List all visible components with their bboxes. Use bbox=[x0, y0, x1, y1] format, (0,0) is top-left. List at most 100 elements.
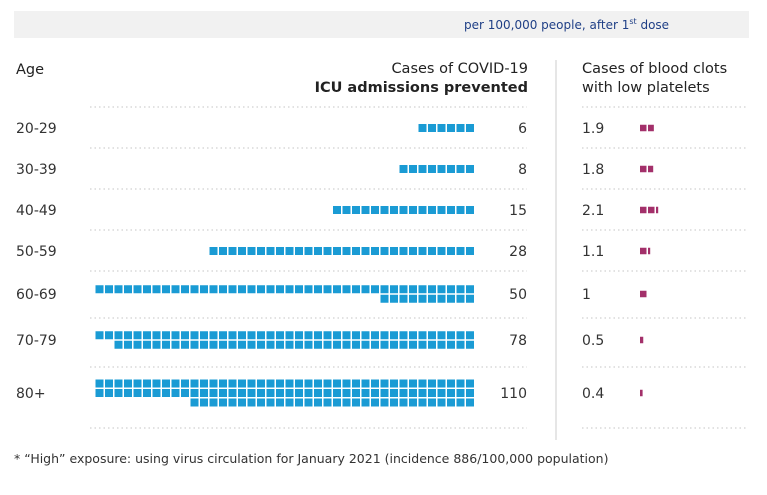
icu-case-square bbox=[323, 331, 332, 340]
icu-case-square bbox=[285, 340, 294, 349]
icu-case-square bbox=[409, 331, 417, 340]
icu-case-square bbox=[399, 398, 408, 407]
icu-case-square bbox=[447, 165, 455, 173]
icu-case-square bbox=[428, 379, 436, 388]
icu-case-square bbox=[285, 379, 294, 388]
icu-case-square bbox=[380, 340, 389, 349]
icu-case-square bbox=[124, 389, 132, 397]
icu-case-square bbox=[342, 379, 351, 388]
icu-case-square bbox=[361, 331, 370, 340]
icu-case-square bbox=[437, 206, 446, 214]
icu-case-square bbox=[456, 340, 465, 349]
icu-case-square bbox=[342, 398, 351, 407]
icu-case-square bbox=[352, 340, 360, 349]
icu-case-square bbox=[133, 379, 142, 388]
clots-value-label: 1.8 bbox=[582, 162, 604, 178]
clot-case-square bbox=[640, 124, 647, 132]
icu-case-square bbox=[209, 379, 218, 388]
icu-case-square bbox=[200, 379, 208, 388]
icu-case-square bbox=[437, 379, 446, 388]
icu-case-square bbox=[428, 247, 436, 255]
icu-case-square bbox=[456, 398, 465, 407]
icu-case-square bbox=[266, 331, 275, 340]
icu-case-square bbox=[228, 379, 237, 388]
icu-case-square bbox=[418, 124, 427, 132]
icu-case-square bbox=[352, 331, 360, 340]
icu-case-square bbox=[171, 285, 180, 294]
icu-case-square bbox=[418, 398, 427, 407]
icu-case-square bbox=[447, 379, 455, 388]
icu-case-square bbox=[371, 340, 379, 349]
icu-case-square bbox=[228, 340, 237, 349]
icu-case-square bbox=[352, 206, 360, 214]
icu-case-square bbox=[304, 379, 313, 388]
icu-case-square bbox=[361, 247, 370, 255]
icu-case-square bbox=[428, 340, 436, 349]
icu-case-square bbox=[95, 331, 104, 340]
icu-case-square bbox=[437, 331, 446, 340]
icu-case-square bbox=[124, 331, 132, 340]
icu-case-square bbox=[276, 331, 284, 340]
icu-case-square bbox=[456, 331, 465, 340]
icu-case-square bbox=[181, 340, 189, 349]
icu-case-square bbox=[105, 285, 113, 294]
icu-case-square bbox=[333, 206, 341, 214]
icu-case-square bbox=[437, 398, 446, 407]
icu-case-square bbox=[390, 379, 398, 388]
icu-case-square bbox=[190, 285, 199, 294]
icu-case-square bbox=[95, 389, 104, 397]
icu-case-square bbox=[219, 379, 227, 388]
icu-case-square bbox=[304, 331, 313, 340]
icu-case-square bbox=[418, 379, 427, 388]
icu-case-square bbox=[390, 340, 398, 349]
icu-case-square bbox=[333, 247, 341, 255]
icu-case-square bbox=[437, 340, 446, 349]
icu-case-square bbox=[247, 285, 256, 294]
icu-value-label: 78 bbox=[509, 333, 527, 349]
icu-case-square bbox=[371, 389, 379, 397]
icu-case-square bbox=[323, 285, 332, 294]
icu-case-square bbox=[257, 340, 265, 349]
icu-case-square bbox=[266, 398, 275, 407]
clots-value-label: 0.5 bbox=[582, 333, 604, 349]
icu-case-square bbox=[304, 389, 313, 397]
clot-case-square bbox=[640, 247, 647, 255]
icu-case-square bbox=[238, 331, 246, 340]
icu-case-square bbox=[200, 398, 208, 407]
icu-case-square bbox=[380, 379, 389, 388]
icu-value-label: 110 bbox=[500, 386, 527, 402]
icu-case-square bbox=[133, 285, 142, 294]
clot-case-square bbox=[640, 336, 644, 344]
icu-case-square bbox=[266, 285, 275, 294]
icu-case-square bbox=[371, 379, 379, 388]
icu-case-square bbox=[228, 247, 237, 255]
icu-case-square bbox=[342, 389, 351, 397]
icu-case-square bbox=[314, 379, 322, 388]
icu-case-square bbox=[428, 294, 436, 303]
icu-case-square bbox=[162, 379, 170, 388]
icu-case-square bbox=[219, 340, 227, 349]
icu-case-square bbox=[418, 165, 427, 173]
icu-case-square bbox=[219, 331, 227, 340]
icu-case-square bbox=[409, 398, 417, 407]
icu-case-square bbox=[333, 331, 341, 340]
icu-case-square bbox=[152, 331, 161, 340]
clots-value-label: 1 bbox=[582, 287, 591, 303]
icu-case-square bbox=[447, 294, 455, 303]
icu-case-square bbox=[181, 285, 189, 294]
icu-case-square bbox=[162, 331, 170, 340]
icu-case-square bbox=[266, 340, 275, 349]
icu-case-square bbox=[447, 206, 455, 214]
icu-case-square bbox=[95, 379, 104, 388]
icu-case-square bbox=[399, 206, 408, 214]
icu-case-square bbox=[247, 247, 256, 255]
icu-case-square bbox=[371, 247, 379, 255]
icu-case-square bbox=[390, 285, 398, 294]
icu-case-square bbox=[295, 389, 303, 397]
icu-case-square bbox=[456, 165, 465, 173]
icu-case-square bbox=[447, 389, 455, 397]
icu-case-square bbox=[257, 398, 265, 407]
icu-case-square bbox=[437, 165, 446, 173]
units-note: per 100,000 people, after 1st dose bbox=[464, 17, 670, 32]
clots-column-header-line1: Cases of blood clots bbox=[582, 61, 728, 77]
